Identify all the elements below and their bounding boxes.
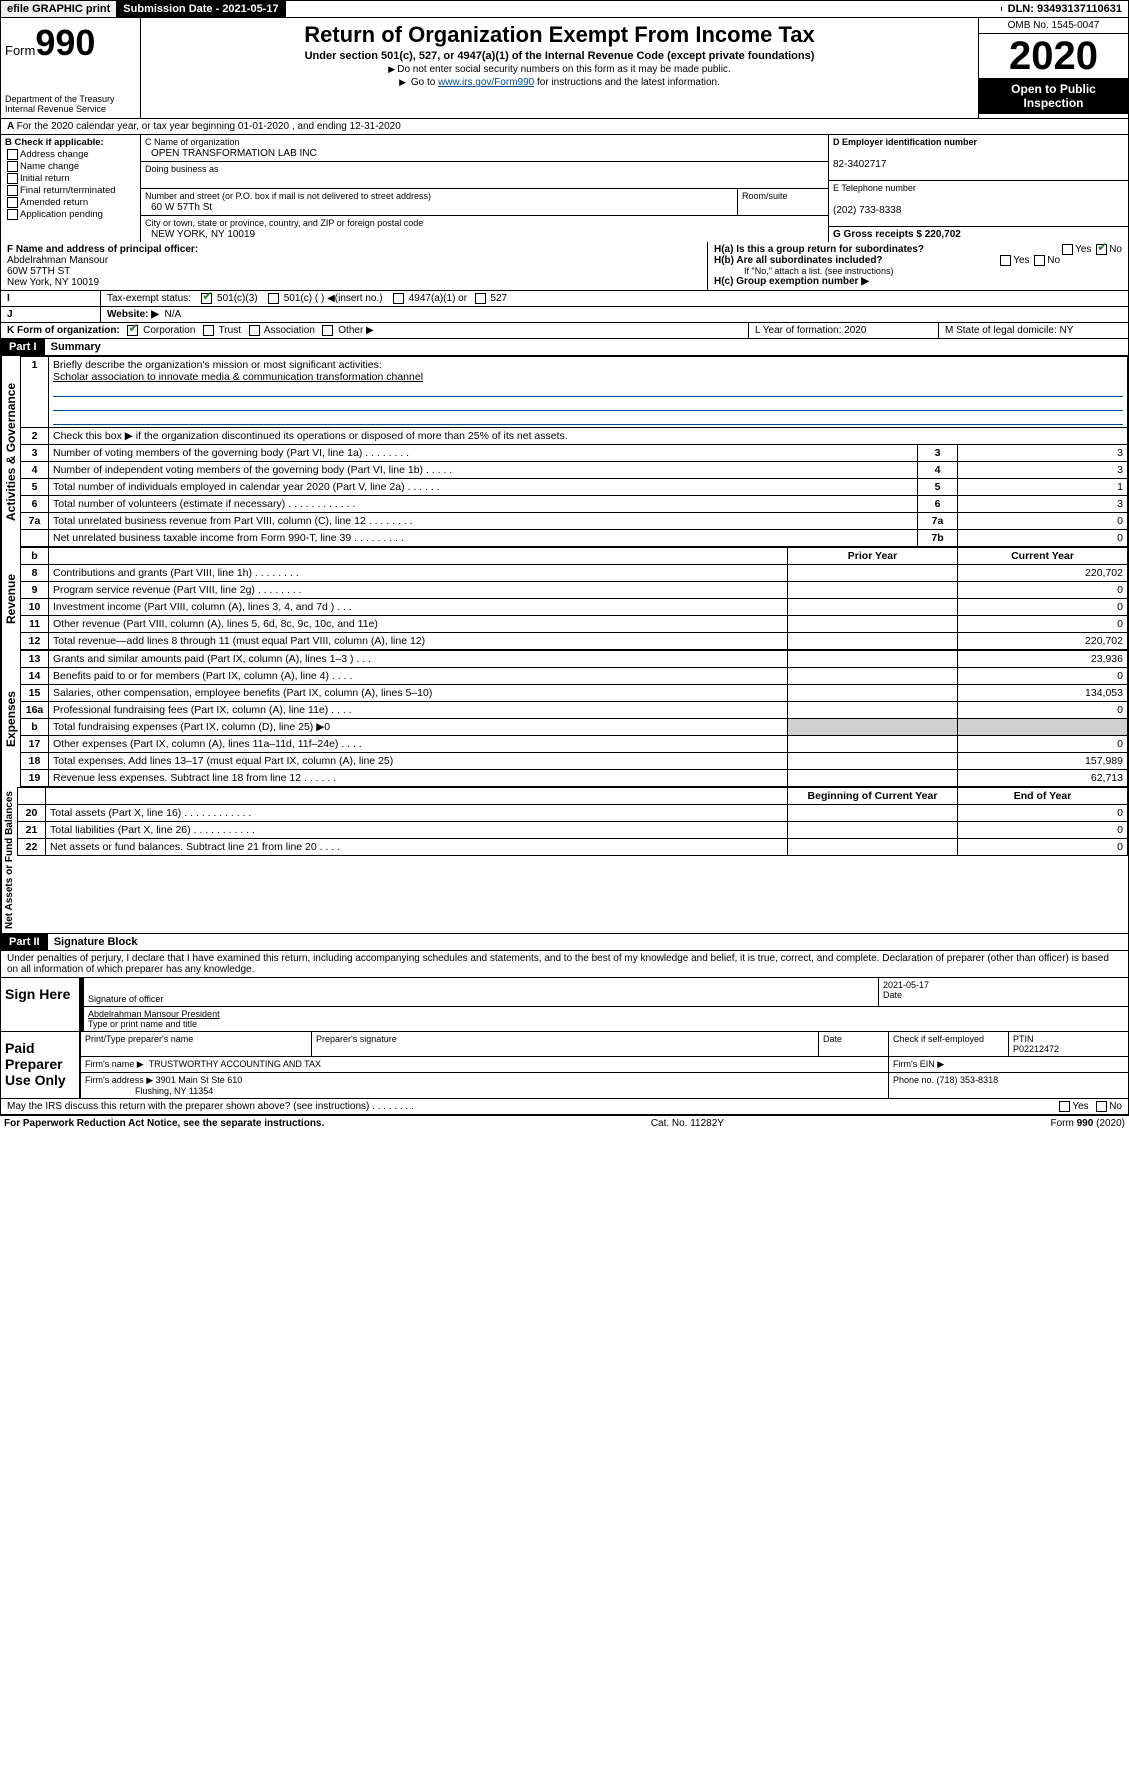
firm-addr: 3901 Main St Ste 610 [156,1075,243,1085]
part1-governance-block: Activities & Governance 1 Briefly descri… [0,356,1129,547]
open-inspection: Open to Public Inspection [979,78,1128,114]
row-fh: F Name and address of principal officer:… [0,242,1129,291]
expenses-table: 13Grants and similar amounts paid (Part … [20,650,1128,787]
box-deg: D Employer identification number82-34027… [828,135,1128,242]
org-city: NEW YORK, NY 10019 [145,229,255,240]
dln: DLN: 93493137110631 [1002,1,1128,17]
state-domicile: M State of legal domicile: NY [938,323,1128,338]
governance-table: 1 Briefly describe the organization's mi… [20,356,1128,547]
firm-name: TRUSTWORTHY ACCOUNTING AND TAX [149,1059,321,1069]
part1-header: Part I Summary [0,339,1129,356]
note-goto: Go to www.irs.gov/Form990 for instructio… [149,77,970,88]
form-title: Return of Organization Exempt From Incom… [149,22,970,48]
vtab-expenses: Expenses [1,650,20,787]
tax-year: 2020 [979,34,1128,78]
note-ssn: Do not enter social security numbers on … [149,64,970,75]
org-street: 60 W 57Th St [145,202,212,213]
discuss-row: May the IRS discuss this return with the… [0,1099,1129,1115]
row-i: I Tax-exempt status: 501(c)(3) 501(c) ( … [0,291,1129,307]
h-b: H(b) Are all subordinates included? [714,255,883,266]
vtab-netassets: Net Assets or Fund Balances [1,787,17,933]
part1-netassets-block: Net Assets or Fund Balances Beginning of… [0,787,1129,934]
row-a-period: A For the 2020 calendar year, or tax yea… [0,119,1129,135]
officer-printed: Abdelrahman Mansour President [88,1009,220,1019]
vtab-revenue: Revenue [1,547,20,650]
row-j: J Website: ▶ N/A [0,307,1129,323]
vtab-governance: Activities & Governance [1,356,20,547]
website: N/A [165,309,182,320]
h-a: H(a) Is this a group return for subordin… [714,244,924,255]
efile-label: efile GRAPHIC print [1,1,117,17]
phone: (202) 733-8338 [833,205,901,216]
omb-number: OMB No. 1545-0047 [979,18,1128,34]
dept-treasury: Department of the Treasury [5,94,136,104]
part1-expenses-block: Expenses 13Grants and similar amounts pa… [0,650,1129,787]
h-c: H(c) Group exemption number ▶ [714,276,869,287]
sign-here-block: Sign Here Signature of officer 2021-05-1… [0,978,1129,1032]
submission-date: Submission Date - 2021-05-17 [117,1,285,17]
officer-name: Abdelrahman Mansour [7,255,108,266]
netassets-table: Beginning of Current YearEnd of Year 20T… [17,787,1128,856]
ein: 82-3402717 [833,159,886,170]
form-header: Form990 Department of the Treasury Inter… [0,18,1129,119]
row-k: K Form of organization: Corporation Trus… [0,323,1129,339]
revenue-table: bPrior YearCurrent Year 8Contributions a… [20,547,1128,650]
box-c: C Name of organizationOPEN TRANSFORMATIO… [141,135,828,242]
sign-here-label: Sign Here [1,978,81,1031]
dept-irs: Internal Revenue Service [5,104,136,114]
box-b: B Check if applicable: Address change Na… [1,135,141,242]
ptin: P02212472 [1013,1044,1059,1054]
year-formation: L Year of formation: 2020 [748,323,938,338]
gross-receipts: G Gross receipts $ 220,702 [833,229,961,240]
form-number: Form990 [5,22,136,64]
entity-block: B Check if applicable: Address change Na… [0,135,1129,242]
perjury-declaration: Under penalties of perjury, I declare th… [0,951,1129,978]
irs-link[interactable]: www.irs.gov/Form990 [438,77,534,88]
part1-revenue-block: Revenue bPrior YearCurrent Year 8Contrib… [0,547,1129,650]
org-name: OPEN TRANSFORMATION LAB INC [145,148,317,159]
form-subtitle: Under section 501(c), 527, or 4947(a)(1)… [149,50,970,62]
paid-preparer-block: Paid Preparer Use Only Print/Type prepar… [0,1032,1129,1099]
mission-text: Scholar association to innovate media & … [53,371,423,383]
part2-header: Part II Signature Block [0,934,1129,951]
paid-preparer-label: Paid Preparer Use Only [1,1032,81,1098]
firm-phone: Phone no. (718) 353-8318 [893,1075,998,1085]
sig-date: 2021-05-17 [883,980,929,990]
topbar: efile GRAPHIC print Submission Date - 20… [0,0,1129,18]
page-footer: For Paperwork Reduction Act Notice, see … [0,1115,1129,1131]
